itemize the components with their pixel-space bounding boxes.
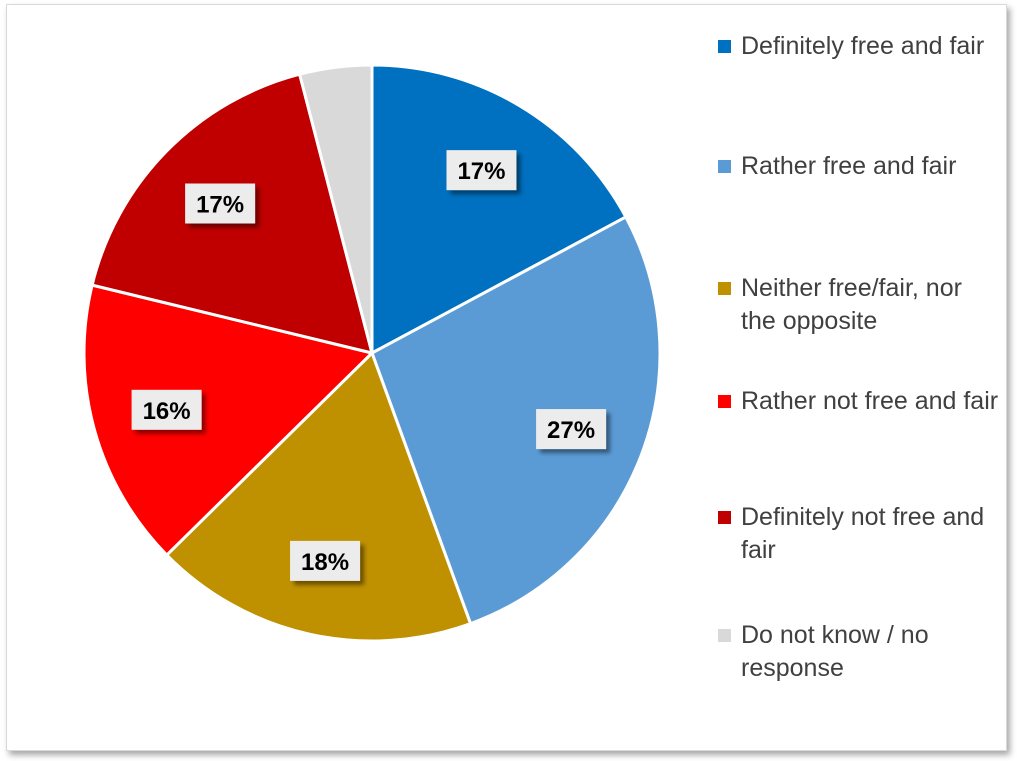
pie-slice: [82, 283, 375, 558]
pie-slice: [164, 350, 473, 643]
data-label-text: 18%: [301, 549, 349, 576]
legend-swatch: [718, 40, 731, 53]
legend-swatch: [718, 395, 731, 408]
data-label-text: 16%: [143, 398, 191, 425]
legend-item: Do not know / no response: [718, 619, 1001, 685]
legend-label: Neither free/fair, nor the opposite: [741, 274, 962, 335]
slice-data-label: 17%: [446, 150, 517, 191]
slice-data-label: 27%: [536, 409, 607, 450]
data-label-box: [536, 409, 607, 450]
legend-swatch: [718, 160, 731, 173]
slice-data-label: 17%: [185, 183, 256, 224]
pie-slice: [297, 63, 374, 354]
legend-swatch: [718, 629, 731, 642]
legend-item: Rather free and fair: [718, 150, 1001, 183]
data-label-text: 17%: [457, 158, 505, 185]
legend-swatch: [718, 511, 731, 524]
data-label-text: 17%: [196, 192, 244, 219]
legend-item: Definitely free and fair: [718, 30, 1001, 63]
legend-item: Definitely not free and fair: [718, 501, 1001, 567]
pie-slice: [370, 214, 662, 626]
data-label-box: [446, 150, 517, 191]
legend-label: Rather not free and fair: [741, 387, 999, 415]
legend-label: Definitely free and fair: [741, 32, 985, 60]
legend-label: Definitely not free and fair: [741, 503, 985, 564]
data-label-box: [131, 389, 202, 430]
data-label-box: [185, 183, 256, 224]
data-label-text: 27%: [547, 417, 595, 444]
legend-label: Do not know / no response: [741, 621, 929, 682]
pie-slice: [370, 63, 628, 356]
legend-swatch: [718, 282, 731, 295]
slice-data-label: 16%: [131, 389, 202, 430]
data-label-box: [290, 540, 361, 581]
legend-item: Rather not free and fair: [718, 385, 1001, 418]
legend-item: Neither free/fair, nor the opposite: [718, 272, 1001, 338]
slice-data-label: 18%: [290, 540, 361, 581]
legend-label: Rather free and fair: [741, 152, 957, 180]
